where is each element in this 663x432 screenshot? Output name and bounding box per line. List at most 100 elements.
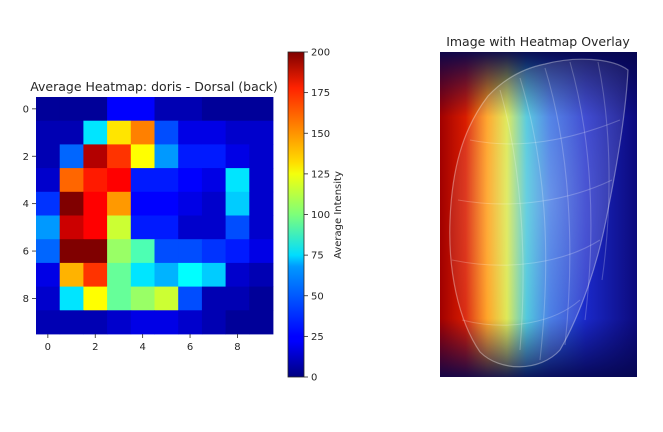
heatmap-cell bbox=[249, 310, 274, 335]
heatmap-cell bbox=[130, 215, 155, 240]
heatmap-cell bbox=[36, 144, 61, 169]
heatmap-cell bbox=[225, 262, 250, 287]
x-tick-label: 0 bbox=[45, 342, 51, 353]
heatmap-cell bbox=[59, 286, 84, 311]
heatmap-cell bbox=[83, 144, 108, 169]
heatmap-cell bbox=[225, 168, 250, 193]
heatmap-cell bbox=[107, 262, 132, 287]
heatmap-cell bbox=[201, 191, 226, 216]
heatmap-cell bbox=[201, 120, 226, 145]
heatmap-cell bbox=[249, 239, 274, 264]
heatmap-cell bbox=[107, 215, 132, 240]
y-tick-label: 8 bbox=[23, 294, 29, 305]
heatmap-cell bbox=[178, 262, 203, 287]
heatmap-cell bbox=[130, 97, 155, 122]
heatmap-cell bbox=[249, 286, 274, 311]
heatmap-cell bbox=[36, 262, 61, 287]
heatmap-cell bbox=[107, 191, 132, 216]
heatmap-cell bbox=[154, 310, 179, 335]
heatmap-cell bbox=[130, 262, 155, 287]
heatmap-cell bbox=[225, 120, 250, 145]
heatmap-cell bbox=[178, 310, 203, 335]
heatmap-cell bbox=[130, 144, 155, 169]
heatmap-cell bbox=[83, 310, 108, 335]
heatmap-cell bbox=[154, 215, 179, 240]
y-tick-label: 2 bbox=[23, 152, 29, 163]
x-tick-label: 2 bbox=[92, 342, 98, 353]
y-tick-label: 4 bbox=[23, 199, 29, 210]
heatmap-cell bbox=[201, 239, 226, 264]
heatmap-cell bbox=[225, 215, 250, 240]
colorbar-tick-label: 25 bbox=[311, 332, 324, 343]
heatmap-cell bbox=[83, 262, 108, 287]
heatmap-cell bbox=[130, 168, 155, 193]
heatmap-cell bbox=[178, 120, 203, 145]
heatmap-cell bbox=[59, 262, 84, 287]
heatmap-cell bbox=[83, 120, 108, 145]
heatmap-cell bbox=[59, 144, 84, 169]
heatmap-cell bbox=[36, 168, 61, 193]
heatmap-cell bbox=[154, 144, 179, 169]
heatmap-cell bbox=[201, 97, 226, 122]
heatmap-cell bbox=[83, 215, 108, 240]
heatmap-cell bbox=[154, 286, 179, 311]
heatmap-cell bbox=[225, 191, 250, 216]
heatmap-cell bbox=[178, 286, 203, 311]
heatmap-cell bbox=[36, 215, 61, 240]
heatmap-cell bbox=[59, 239, 84, 264]
heatmap-cell bbox=[154, 191, 179, 216]
y-tick-label: 0 bbox=[23, 104, 29, 115]
heatmap-cell bbox=[201, 310, 226, 335]
colorbar-label: Average Intensity bbox=[333, 171, 344, 259]
heatmap-cell bbox=[201, 262, 226, 287]
x-tick-label: 6 bbox=[187, 342, 193, 353]
heatmap-cell bbox=[107, 144, 132, 169]
heatmap-cell bbox=[59, 120, 84, 145]
heatmap-cell bbox=[178, 215, 203, 240]
heatmap-cell bbox=[36, 191, 61, 216]
colorbar-tick-label: 150 bbox=[311, 129, 330, 140]
heatmap-cell bbox=[130, 120, 155, 145]
heatmap-cell bbox=[154, 239, 179, 264]
heatmap-cell bbox=[154, 97, 179, 122]
x-tick-label: 8 bbox=[234, 342, 240, 353]
colorbar-tick-label: 100 bbox=[311, 210, 330, 221]
heatmap-cell bbox=[130, 239, 155, 264]
heatmap-cell bbox=[178, 239, 203, 264]
colorbar bbox=[287, 51, 305, 378]
heatmap-cell bbox=[201, 144, 226, 169]
heatmap-cell bbox=[107, 168, 132, 193]
heatmap-cell bbox=[130, 286, 155, 311]
y-tick-label: 6 bbox=[23, 247, 29, 258]
x-tick-label: 4 bbox=[139, 342, 145, 353]
heatmap-cell bbox=[59, 215, 84, 240]
heatmap-cell bbox=[249, 215, 274, 240]
heatmap-cell bbox=[154, 262, 179, 287]
heatmap-cell bbox=[249, 191, 274, 216]
colorbar-tick-label: 75 bbox=[311, 251, 324, 262]
heatmap-cell bbox=[36, 239, 61, 264]
heatmap-cell bbox=[107, 120, 132, 145]
heatmap-cell bbox=[83, 239, 108, 264]
overlay-title: Image with Heatmap Overlay bbox=[446, 34, 630, 49]
cone-shell-shape bbox=[449, 58, 629, 368]
heatmap-cell bbox=[83, 286, 108, 311]
heatmap-cell bbox=[154, 120, 179, 145]
heatmap-cell bbox=[225, 97, 250, 122]
heatmap-cell bbox=[36, 120, 61, 145]
heatmap-cell bbox=[107, 239, 132, 264]
heatmap-cell bbox=[178, 168, 203, 193]
heatmap-cell bbox=[249, 168, 274, 193]
heatmap-cell bbox=[130, 310, 155, 335]
heatmap-cell bbox=[107, 310, 132, 335]
heatmap-cell bbox=[154, 168, 179, 193]
heatmap-title: Average Heatmap: doris - Dorsal (back) bbox=[30, 79, 278, 94]
heatmap-cell bbox=[83, 97, 108, 122]
heatmap-cell bbox=[107, 286, 132, 311]
heatmap-cell bbox=[178, 191, 203, 216]
colorbar-tick-label: 50 bbox=[311, 291, 324, 302]
heatmap-cell bbox=[107, 97, 132, 122]
colorbar-tick-label: 125 bbox=[311, 169, 330, 180]
heatmap-cell bbox=[249, 262, 274, 287]
